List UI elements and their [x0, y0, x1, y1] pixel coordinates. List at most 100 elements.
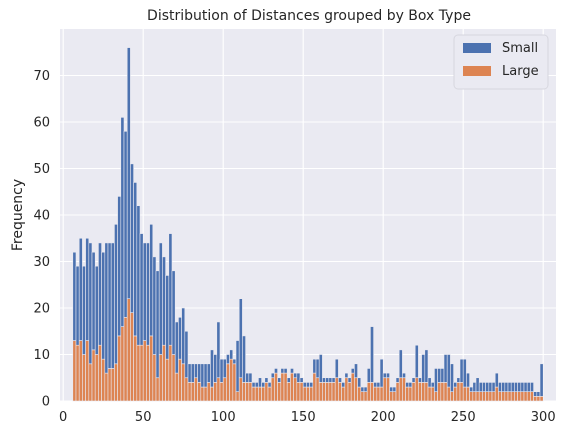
small-bar	[155, 270, 160, 379]
small-bar	[526, 382, 531, 392]
small-bar	[430, 382, 435, 388]
x-tick-label: 200	[371, 410, 396, 425]
large-bar	[296, 382, 301, 402]
large-bar	[363, 391, 368, 402]
small-bar	[536, 391, 541, 397]
large-bar	[418, 382, 422, 402]
large-bar	[472, 391, 477, 402]
large-bar	[245, 382, 250, 402]
small-bar	[539, 363, 544, 397]
large-bar	[514, 391, 518, 402]
small-bar	[261, 382, 266, 388]
large-bar	[181, 363, 186, 402]
small-bar	[187, 363, 192, 383]
small-bar	[194, 363, 198, 379]
large-bar	[226, 363, 230, 402]
small-bar	[322, 377, 326, 383]
small-bar	[414, 344, 419, 379]
large-bar	[389, 391, 394, 402]
large-bar	[139, 344, 144, 402]
small-bar	[158, 242, 163, 355]
small-bar	[274, 368, 278, 374]
large-bar	[283, 372, 288, 402]
large-bar	[110, 368, 115, 402]
small-bar	[101, 251, 106, 360]
large-bar	[178, 358, 182, 402]
small-bar	[434, 368, 438, 393]
x-tick-label: 250	[451, 410, 476, 425]
large-bar	[533, 396, 538, 402]
small-bar	[142, 242, 147, 341]
small-bar	[517, 382, 522, 392]
small-bar	[370, 326, 374, 383]
large-bar	[402, 377, 406, 402]
large-bar	[270, 377, 275, 402]
small-bar	[325, 377, 330, 383]
large-bar	[238, 377, 243, 402]
large-bar	[210, 386, 214, 402]
small-bar	[222, 358, 227, 379]
small-bar	[421, 354, 426, 383]
small-bar	[178, 316, 182, 360]
small-bar	[162, 256, 166, 346]
large-bar	[277, 382, 282, 402]
small-bar	[507, 382, 512, 392]
large-bar	[136, 344, 141, 402]
small-bar	[331, 377, 336, 383]
large-bar	[101, 358, 106, 402]
small-bar	[107, 242, 112, 369]
large-bar	[104, 372, 109, 402]
small-bar	[104, 242, 109, 374]
large-bar	[491, 391, 496, 402]
large-bar	[334, 377, 339, 402]
small-bar	[168, 233, 173, 346]
small-bar	[299, 377, 304, 383]
large-bar	[366, 382, 371, 402]
large-bar	[360, 391, 365, 402]
small-bar	[120, 117, 125, 327]
small-bar	[402, 372, 406, 379]
large-bar	[75, 344, 80, 402]
large-bar	[414, 377, 419, 402]
large-bar	[248, 382, 253, 402]
small-bar	[350, 368, 355, 374]
small-bar	[171, 270, 176, 355]
large-bar	[453, 386, 458, 402]
large-bar	[434, 391, 438, 402]
large-bar	[261, 386, 266, 402]
large-bar	[507, 391, 512, 402]
large-bar	[184, 377, 189, 402]
large-bar	[462, 386, 467, 402]
small-bar	[88, 242, 93, 365]
small-bar	[318, 354, 323, 383]
large-bar	[370, 382, 374, 402]
large-bar	[197, 382, 202, 402]
large-bar	[338, 382, 342, 402]
y-tick-label: 0	[42, 395, 50, 410]
small-bar	[466, 372, 470, 388]
large-bar	[424, 382, 429, 402]
small-bar	[219, 358, 224, 383]
small-bar	[181, 307, 186, 365]
large-bar	[421, 382, 426, 402]
small-bar	[293, 372, 298, 379]
large-bar	[254, 386, 259, 402]
small-bar	[213, 354, 218, 383]
legend-large-swatch	[463, 66, 491, 76]
large-bar	[427, 386, 432, 402]
large-bar	[520, 391, 525, 402]
y-tick-label: 60	[33, 116, 50, 131]
x-tick-label: 0	[59, 410, 67, 425]
small-bar	[94, 265, 99, 355]
large-bar	[450, 391, 454, 402]
large-bar	[539, 396, 544, 402]
small-bar	[184, 330, 189, 379]
small-bar	[472, 382, 477, 392]
large-bar	[443, 382, 448, 402]
large-bar	[398, 377, 403, 402]
small-bar	[280, 368, 285, 374]
small-bar	[82, 265, 86, 355]
x-tick-label: 150	[291, 410, 316, 425]
small-bar	[478, 382, 483, 392]
